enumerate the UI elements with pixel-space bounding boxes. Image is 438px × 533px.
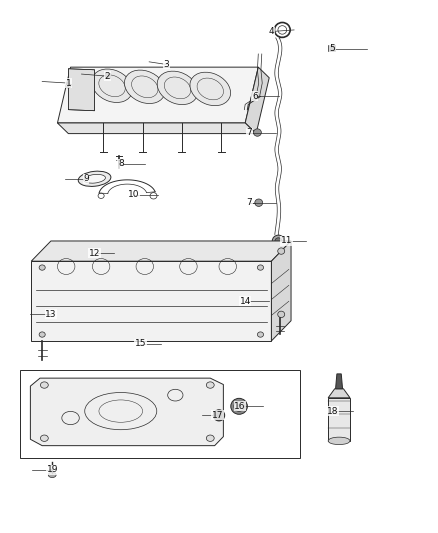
Polygon shape [57,67,258,123]
Polygon shape [68,69,95,111]
Ellipse shape [278,248,285,254]
Text: 11: 11 [281,237,293,246]
Polygon shape [31,241,291,261]
Polygon shape [245,67,269,134]
Text: 19: 19 [46,465,58,474]
Ellipse shape [39,332,45,337]
Text: 17: 17 [212,411,223,420]
Ellipse shape [258,265,264,270]
Ellipse shape [92,69,132,102]
Ellipse shape [258,332,264,337]
Text: 3: 3 [164,60,170,69]
Text: 16: 16 [234,402,246,411]
Text: 6: 6 [252,92,258,101]
Ellipse shape [275,238,282,244]
Ellipse shape [206,382,214,388]
Text: 2: 2 [105,71,110,80]
Ellipse shape [84,174,106,183]
Text: 13: 13 [45,310,57,319]
Ellipse shape [234,401,244,411]
Text: 15: 15 [134,339,146,348]
Text: 4: 4 [268,27,274,36]
Ellipse shape [278,311,285,318]
Ellipse shape [190,72,230,106]
Ellipse shape [66,84,71,88]
Ellipse shape [216,413,222,418]
Ellipse shape [48,472,56,478]
Text: 5: 5 [330,44,336,53]
Polygon shape [31,261,272,341]
Ellipse shape [272,235,285,247]
Ellipse shape [231,398,247,414]
Bar [20,370,300,458]
Text: 18: 18 [327,407,338,416]
Text: 7: 7 [247,198,252,207]
Ellipse shape [206,435,214,441]
Ellipse shape [213,410,225,421]
Text: 10: 10 [128,190,140,199]
Bar [328,45,335,51]
Ellipse shape [157,71,198,104]
Ellipse shape [78,171,111,187]
Text: 8: 8 [118,159,124,168]
Polygon shape [328,389,350,398]
Text: 14: 14 [240,296,251,305]
Bar [105,73,110,78]
Ellipse shape [39,265,45,270]
Ellipse shape [328,437,350,445]
Polygon shape [30,378,223,446]
Ellipse shape [237,404,241,408]
Text: 7: 7 [247,128,252,137]
Text: 1: 1 [66,78,71,87]
Polygon shape [328,398,350,441]
Ellipse shape [255,199,263,206]
Ellipse shape [40,435,48,441]
Ellipse shape [124,70,165,103]
Polygon shape [57,123,256,134]
Polygon shape [272,241,291,341]
Polygon shape [336,374,343,389]
Ellipse shape [254,129,261,136]
Ellipse shape [40,382,48,388]
Text: 12: 12 [89,249,100,258]
Text: 9: 9 [83,174,89,183]
